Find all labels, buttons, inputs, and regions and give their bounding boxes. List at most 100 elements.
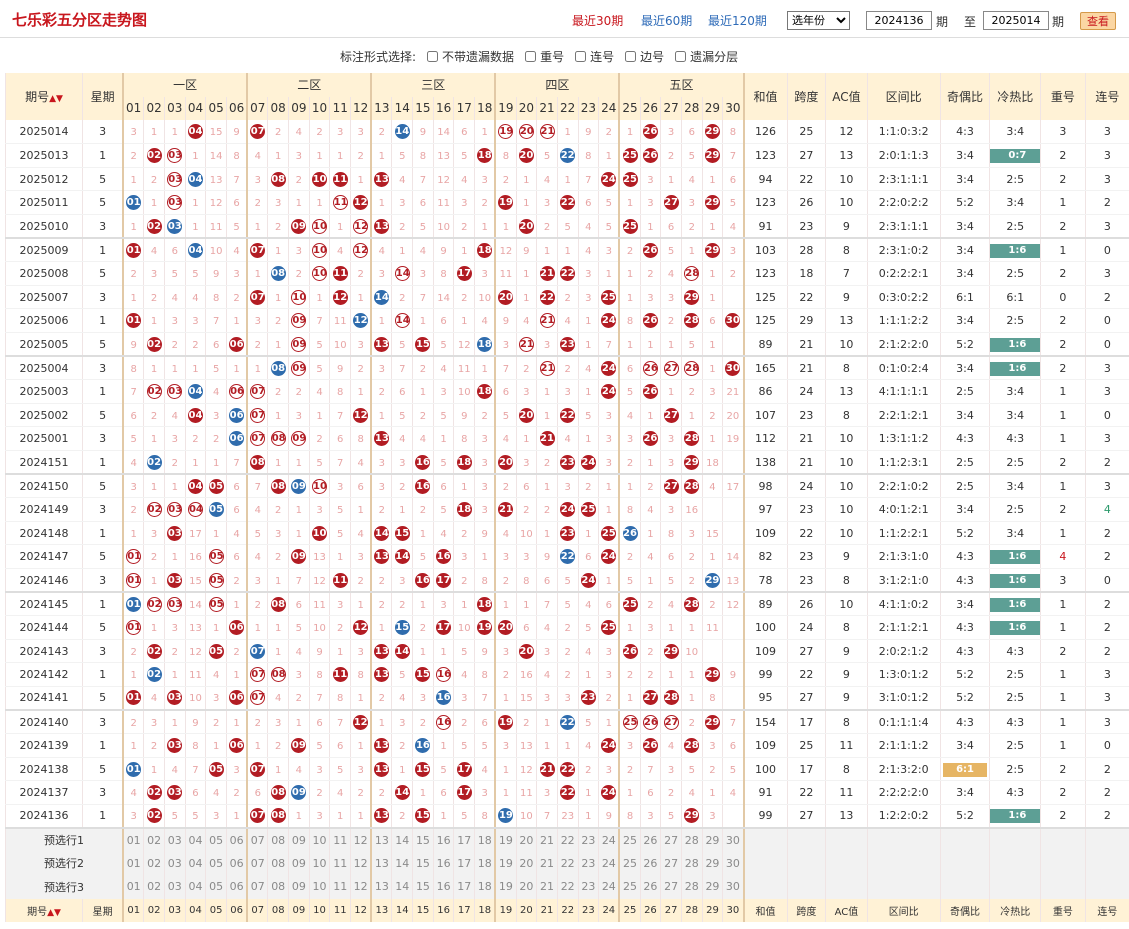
select-number[interactable]: 21 <box>536 828 558 852</box>
opt-edge[interactable]: 边号 <box>625 48 664 65</box>
select-number[interactable]: 26 <box>639 875 661 899</box>
col-qihao[interactable]: 期号▲▼ <box>4 73 83 121</box>
select-number[interactable]: 22 <box>556 828 579 852</box>
select-number[interactable]: 17 <box>453 851 475 876</box>
select-number[interactable]: 06 <box>225 875 248 899</box>
select-number[interactable]: 23 <box>577 875 599 899</box>
recent-120-link[interactable]: 最近120期 <box>708 14 767 28</box>
select-number[interactable]: 20 <box>515 851 537 876</box>
select-number[interactable]: 26 <box>639 828 661 852</box>
select-number[interactable]: 29 <box>701 875 723 899</box>
select-number[interactable]: 05 <box>205 875 227 899</box>
select-number[interactable]: 26 <box>639 851 661 876</box>
select-number[interactable]: 27 <box>660 851 682 876</box>
select-number[interactable]: 02 <box>143 875 165 899</box>
select-number[interactable]: 10 <box>308 851 330 876</box>
select-number[interactable]: 27 <box>660 828 682 852</box>
select-number[interactable]: 12 <box>350 851 372 876</box>
select-number[interactable]: 04 <box>184 875 206 899</box>
select-number[interactable]: 16 <box>432 851 454 876</box>
select-number[interactable]: 14 <box>391 828 413 852</box>
select-number[interactable]: 10 <box>308 828 330 852</box>
select-number[interactable]: 16 <box>432 828 454 852</box>
query-button[interactable]: 查看 <box>1080 12 1116 30</box>
select-number[interactable]: 09 <box>288 875 310 899</box>
select-number[interactable]: 16 <box>432 875 454 899</box>
select-number[interactable]: 24 <box>598 828 620 852</box>
select-number[interactable]: 29 <box>701 851 723 876</box>
select-number[interactable]: 23 <box>577 851 599 876</box>
select-number[interactable]: 20 <box>515 828 537 852</box>
select-number[interactable]: 21 <box>536 875 558 899</box>
select-number[interactable]: 01 <box>122 851 144 876</box>
year-select[interactable]: 选年份 <box>787 11 850 30</box>
select-number[interactable]: 07 <box>246 875 268 899</box>
foot-sort-arrows-icon[interactable]: ▲▼ <box>47 908 61 919</box>
select-number[interactable]: 14 <box>391 875 413 899</box>
select-number[interactable]: 15 <box>412 828 434 852</box>
select-number[interactable]: 28 <box>680 851 703 876</box>
select-number[interactable]: 22 <box>556 875 579 899</box>
select-number[interactable]: 23 <box>577 828 599 852</box>
select-number[interactable]: 06 <box>225 851 248 876</box>
select-number[interactable]: 13 <box>370 851 392 876</box>
select-number[interactable]: 30 <box>722 828 744 852</box>
select-number[interactable]: 05 <box>205 828 227 852</box>
select-number[interactable]: 08 <box>267 828 289 852</box>
select-number[interactable]: 20 <box>515 875 537 899</box>
select-number[interactable]: 04 <box>184 851 206 876</box>
select-number[interactable]: 18 <box>474 875 496 899</box>
opt-no-missing-checkbox[interactable] <box>427 51 439 62</box>
select-number[interactable]: 09 <box>288 851 310 876</box>
sort-arrows-icon[interactable]: ▲▼ <box>49 94 63 105</box>
select-number[interactable]: 10 <box>308 875 330 899</box>
select-number[interactable]: 21 <box>536 851 558 876</box>
select-number[interactable]: 04 <box>184 828 206 852</box>
select-number[interactable]: 11 <box>329 828 351 852</box>
select-number[interactable]: 17 <box>453 875 475 899</box>
select-number[interactable]: 27 <box>660 875 682 899</box>
recent-30-link[interactable]: 最近30期 <box>572 14 624 28</box>
select-number[interactable]: 08 <box>267 875 289 899</box>
select-number[interactable]: 03 <box>163 828 186 852</box>
period-to-input[interactable] <box>983 11 1049 30</box>
select-number[interactable]: 07 <box>246 828 268 852</box>
select-number[interactable]: 05 <box>205 851 227 876</box>
select-number[interactable]: 08 <box>267 851 289 876</box>
select-number[interactable]: 17 <box>453 828 475 852</box>
select-number[interactable]: 30 <box>722 851 744 876</box>
select-number[interactable]: 29 <box>701 828 723 852</box>
opt-repeat-checkbox[interactable] <box>525 51 537 62</box>
select-number[interactable]: 19 <box>494 851 517 876</box>
select-number[interactable]: 19 <box>494 828 517 852</box>
select-number[interactable]: 02 <box>143 828 165 852</box>
select-number[interactable]: 09 <box>288 828 310 852</box>
foot-qihao[interactable]: 期号▲▼ <box>4 898 83 923</box>
select-number[interactable]: 01 <box>122 828 144 852</box>
opt-repeat[interactable]: 重号 <box>525 48 564 65</box>
opt-layered[interactable]: 遗漏分层 <box>675 48 738 65</box>
select-number[interactable]: 14 <box>391 851 413 876</box>
select-number[interactable]: 18 <box>474 828 496 852</box>
select-number[interactable]: 18 <box>474 851 496 876</box>
select-number[interactable]: 11 <box>329 851 351 876</box>
opt-consecutive-checkbox[interactable] <box>575 51 587 62</box>
select-number[interactable]: 24 <box>598 875 620 899</box>
select-number[interactable]: 06 <box>225 828 248 852</box>
select-number[interactable]: 22 <box>556 851 579 876</box>
select-number[interactable]: 15 <box>412 851 434 876</box>
select-number[interactable]: 03 <box>163 851 186 876</box>
select-number[interactable]: 19 <box>494 875 517 899</box>
select-number[interactable]: 11 <box>329 875 351 899</box>
select-number[interactable]: 25 <box>618 875 641 899</box>
select-number[interactable]: 25 <box>618 851 641 876</box>
opt-edge-checkbox[interactable] <box>625 51 637 62</box>
select-number[interactable]: 24 <box>598 851 620 876</box>
opt-layered-checkbox[interactable] <box>675 51 687 62</box>
period-from-input[interactable] <box>866 11 932 30</box>
select-number[interactable]: 28 <box>680 828 703 852</box>
select-number[interactable]: 12 <box>350 828 372 852</box>
select-number[interactable]: 02 <box>143 851 165 876</box>
recent-60-link[interactable]: 最近60期 <box>641 14 693 28</box>
select-number[interactable]: 25 <box>618 828 641 852</box>
